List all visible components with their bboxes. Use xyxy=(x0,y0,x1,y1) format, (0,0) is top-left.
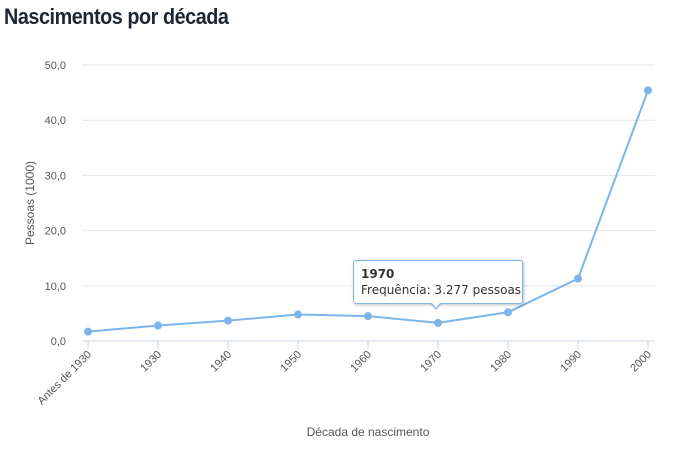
x-axis: Antes de 1930 1930 1940 1950 1960 1970 1980 199… xyxy=(35,340,655,408)
x-tick-label: 1930 xyxy=(138,349,164,375)
y-tick-label: 0,0 xyxy=(51,336,66,348)
chart-gridlines xyxy=(82,64,655,287)
data-point[interactable] xyxy=(504,308,512,317)
page-title: Nascimentos por década xyxy=(4,4,229,29)
y-axis-title: Pessoas (1000) xyxy=(23,161,37,245)
data-point[interactable] xyxy=(294,310,302,319)
y-tick-label: 30,0 xyxy=(45,170,66,182)
data-point[interactable] xyxy=(224,316,232,325)
x-axis-title: Década de nascimento xyxy=(307,425,430,439)
x-tick-label: Antes de 1930 xyxy=(35,349,94,408)
x-tick-label: 1990 xyxy=(558,349,584,375)
x-tick-label: 1970 xyxy=(418,349,444,375)
series-points[interactable] xyxy=(84,86,652,336)
data-tooltip: 1970 Frequência: 3.277 pessoas xyxy=(353,260,523,304)
tooltip-pointer-fill xyxy=(431,302,441,308)
y-tick-label: 50,0 xyxy=(45,60,66,72)
x-tick-label: 2000 xyxy=(628,349,654,375)
data-point[interactable] xyxy=(364,312,372,321)
y-tick-label: 10,0 xyxy=(45,281,66,293)
tooltip-text: Frequência: 3.277 pessoas xyxy=(361,283,522,297)
y-axis-ticks: 0,0 10,0 20,0 30,0 40,0 50,0 xyxy=(45,60,66,348)
y-tick-label: 40,0 xyxy=(45,115,66,127)
data-point[interactable] xyxy=(84,327,92,336)
y-tick-label: 20,0 xyxy=(45,226,66,238)
x-tick-label: 1960 xyxy=(348,349,374,375)
x-tick-label: 1980 xyxy=(488,349,514,375)
data-point[interactable] xyxy=(434,318,442,327)
tooltip-title: 1970 xyxy=(361,267,395,281)
x-tick-label: 1940 xyxy=(208,349,234,375)
data-point[interactable] xyxy=(644,86,652,95)
data-point[interactable] xyxy=(574,274,582,283)
x-tick-label: 1950 xyxy=(278,349,304,375)
data-point[interactable] xyxy=(154,321,162,330)
